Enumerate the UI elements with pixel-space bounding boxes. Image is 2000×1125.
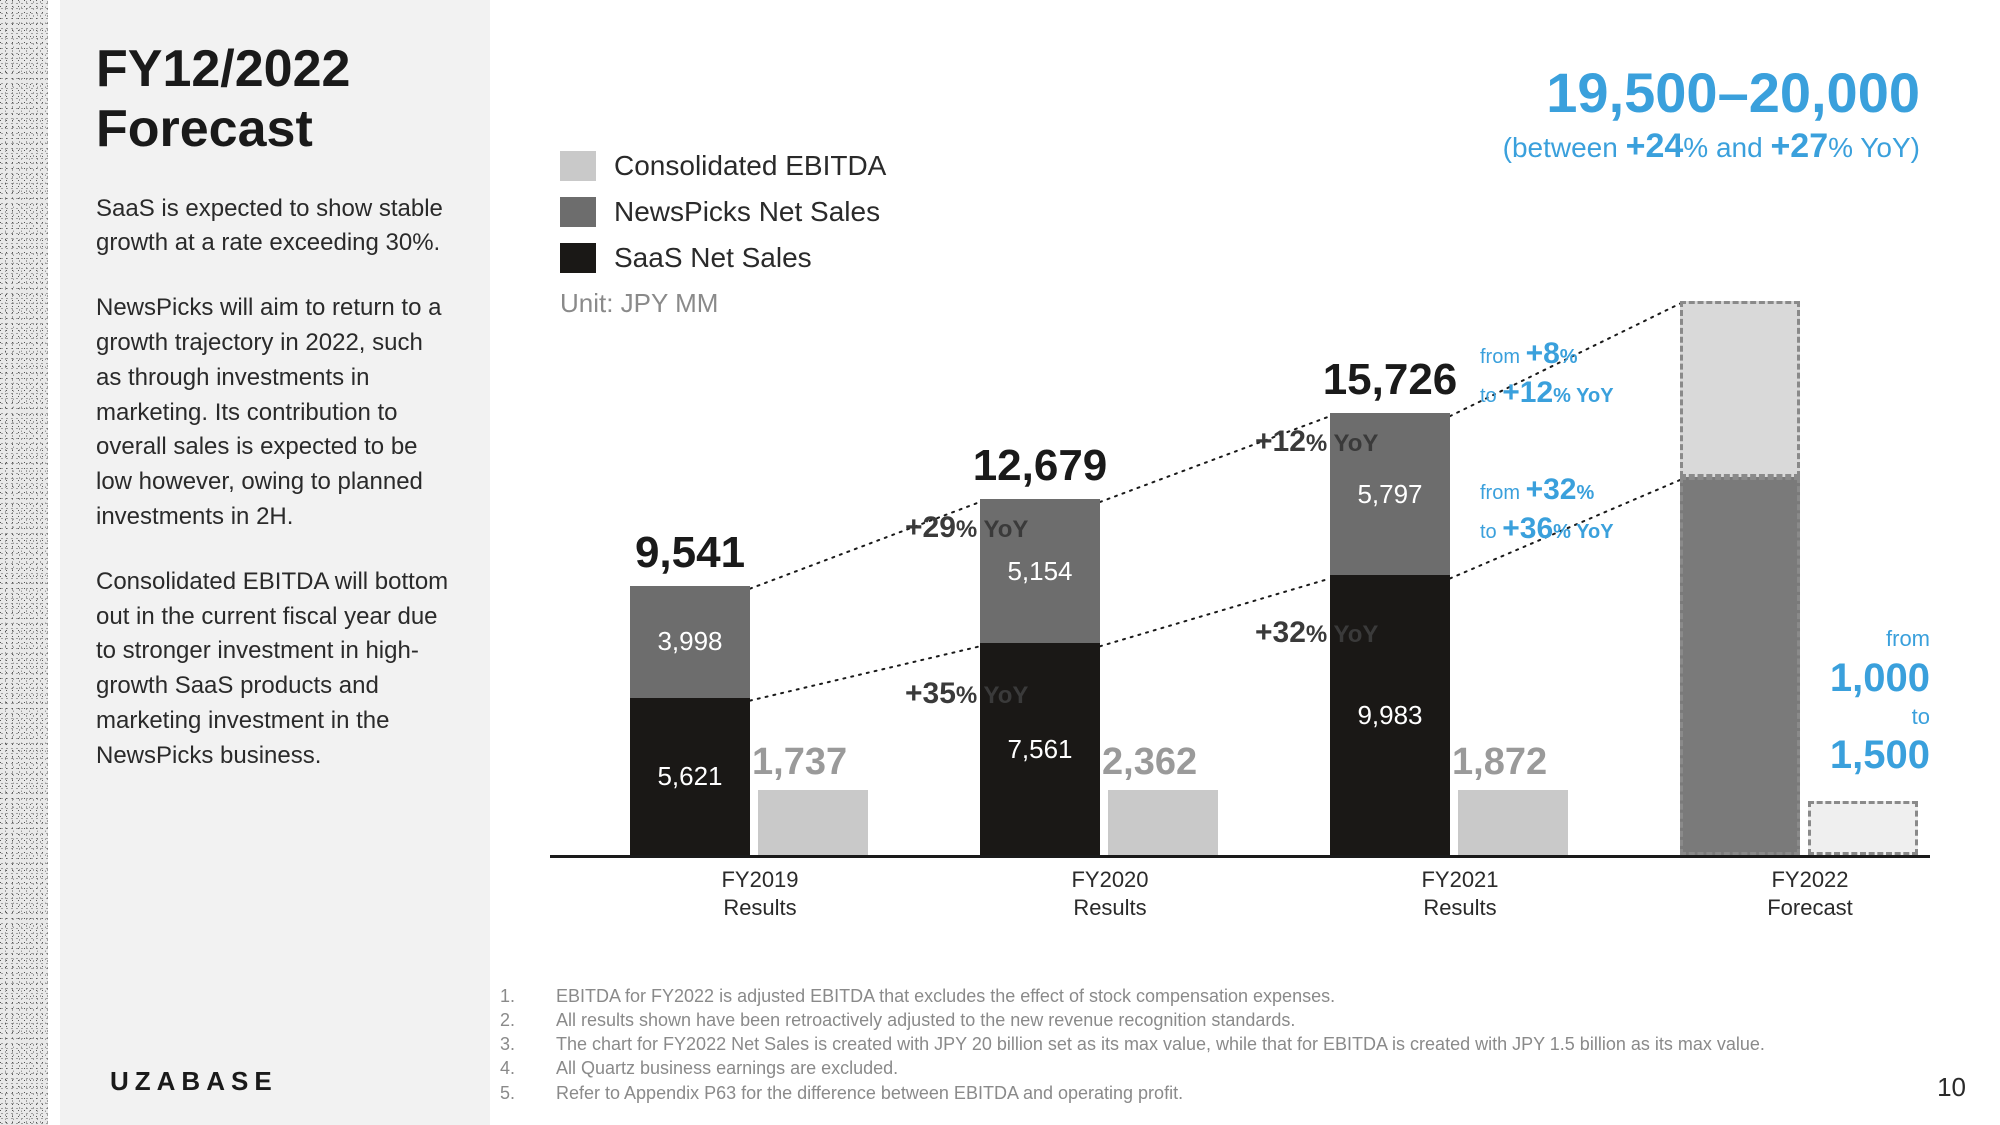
page-number: 10 <box>1937 1072 1966 1103</box>
x-axis-baseline <box>550 855 1930 858</box>
yoy-saas-annotation: +32% YoY <box>1255 616 1378 650</box>
total-value-label: 15,726 <box>1290 355 1490 405</box>
x-axis-label: FY2021Results <box>1330 866 1590 921</box>
yoy-newspicks-annotation: +12% YoY <box>1255 425 1378 459</box>
sidebar-paragraph-2: NewsPicks will aim to return to a growth… <box>96 291 454 535</box>
ebitda-bar <box>758 790 868 855</box>
yoy-newspicks-annotation: +29% YoY <box>905 511 1028 545</box>
sidebar-panel: FY12/2022 Forecast SaaS is expected to s… <box>60 0 490 1125</box>
saas-segment <box>1680 477 1800 855</box>
footnote-item: EBITDA for FY2022 is adjusted EBITDA tha… <box>500 984 1920 1008</box>
newspicks-segment <box>1680 301 1800 477</box>
forecast-header: 19,500–20,000 (between +24% and +27% YoY… <box>1503 60 1920 166</box>
sidebar-paragraph-3: Consolidated EBITDA will bottom out in t… <box>96 565 454 774</box>
footnote-item: All results shown have been retroactivel… <box>500 1008 1920 1032</box>
saas-segment: 7,561 <box>980 643 1100 855</box>
forecast-ebitda-range: from 1,000to 1,500 <box>1810 625 1930 780</box>
ebitda-value-label: 1,737 <box>752 741 847 784</box>
title-line-1: FY12/2022 <box>96 40 350 98</box>
sidebar-paragraph-1: SaaS is expected to show stable growth a… <box>96 192 454 262</box>
legend-swatch <box>560 151 596 181</box>
x-axis-label: FY2019Results <box>630 866 890 921</box>
page-title: FY12/2022 Forecast <box>96 40 454 160</box>
ebitda-bar <box>1108 790 1218 855</box>
forecast-newspicks-range: from +8%to +12% YoY <box>1480 334 1614 412</box>
footnote-item: Refer to Appendix P63 for the difference… <box>500 1081 1920 1105</box>
yoy-saas-annotation: +35% YoY <box>905 677 1028 711</box>
company-logo: UZABASE <box>110 1066 278 1097</box>
legend-row: Consolidated EBITDA <box>560 150 886 182</box>
ebitda-value-label: 2,362 <box>1102 741 1197 784</box>
title-line-2: Forecast <box>96 100 313 158</box>
plot-region: FY2019Results 5,6213,998 9,541 1,737 FY2020R… <box>550 200 1930 920</box>
newspicks-segment: 3,998 <box>630 586 750 698</box>
x-axis-label: FY2022Forecast <box>1680 866 1940 921</box>
legend-label: Consolidated EBITDA <box>614 150 886 182</box>
forecast-saas-range: from +32%to +36% YoY <box>1480 470 1614 548</box>
chart-area: 19,500–20,000 (between +24% and +27% YoY… <box>520 50 1960 1090</box>
x-axis-label: FY2020Results <box>980 866 1240 921</box>
footnotes: EBITDA for FY2022 is adjusted EBITDA tha… <box>500 984 1920 1105</box>
ebitda-bar <box>1808 801 1918 855</box>
stacked-bar <box>1680 301 1800 855</box>
ebitda-value-label: 1,872 <box>1452 741 1547 784</box>
stacked-bar: 5,6213,998 <box>630 586 750 855</box>
saas-segment: 5,621 <box>630 698 750 855</box>
total-value-label: 12,679 <box>940 441 1140 491</box>
decorative-noise-strip <box>0 0 48 1125</box>
forecast-range-subtitle: (between +24% and +27% YoY) <box>1503 127 1920 166</box>
footnote-item: All Quartz business earnings are exclude… <box>500 1056 1920 1080</box>
ebitda-bar <box>1458 790 1568 855</box>
footnote-item: The chart for FY2022 Net Sales is create… <box>500 1032 1920 1056</box>
total-value-label: 9,541 <box>590 528 790 578</box>
forecast-range-value: 19,500–20,000 <box>1503 60 1920 125</box>
